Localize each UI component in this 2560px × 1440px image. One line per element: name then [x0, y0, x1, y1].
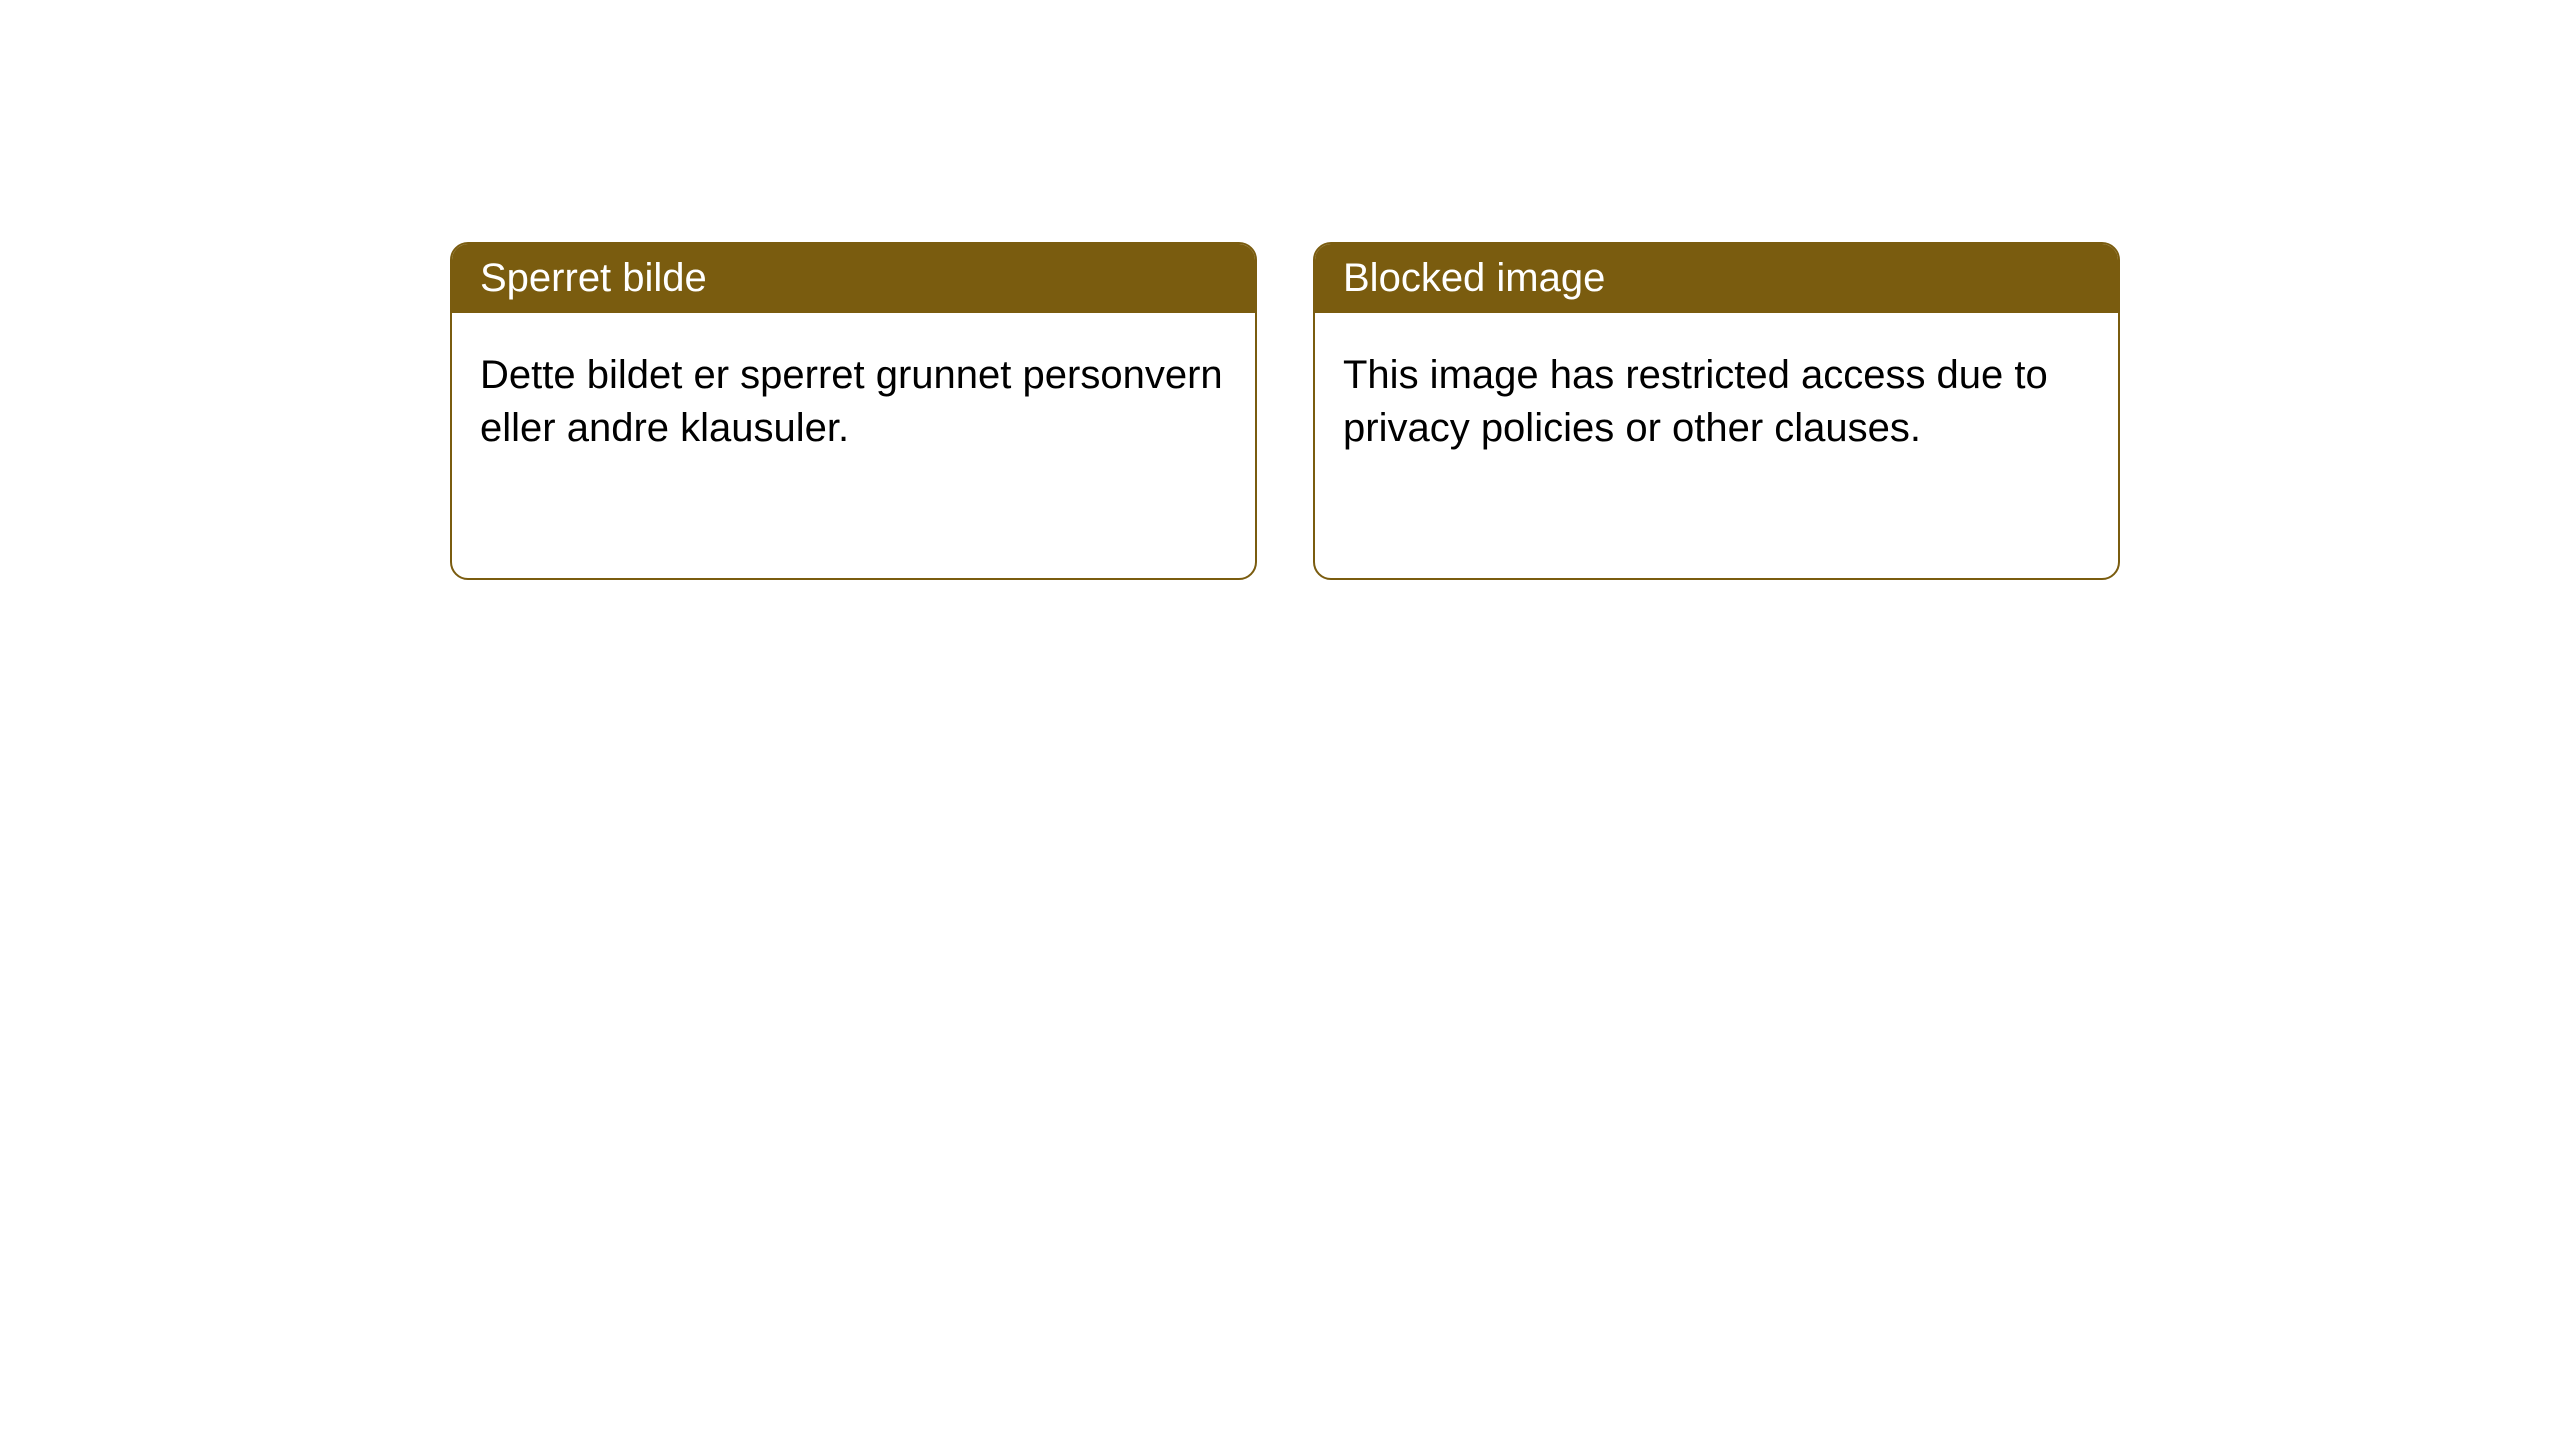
notice-header: Blocked image: [1315, 244, 2118, 313]
notice-card-english: Blocked image This image has restricted …: [1313, 242, 2120, 580]
notice-title: Sperret bilde: [480, 256, 707, 300]
notice-body: Dette bildet er sperret grunnet personve…: [452, 313, 1255, 491]
notice-text: This image has restricted access due to …: [1343, 353, 2048, 450]
notice-header: Sperret bilde: [452, 244, 1255, 313]
notice-text: Dette bildet er sperret grunnet personve…: [480, 353, 1223, 450]
notice-title: Blocked image: [1343, 256, 1605, 300]
notice-body: This image has restricted access due to …: [1315, 313, 2118, 491]
notice-cards-container: Sperret bilde Dette bildet er sperret gr…: [0, 0, 2560, 580]
notice-card-norwegian: Sperret bilde Dette bildet er sperret gr…: [450, 242, 1257, 580]
